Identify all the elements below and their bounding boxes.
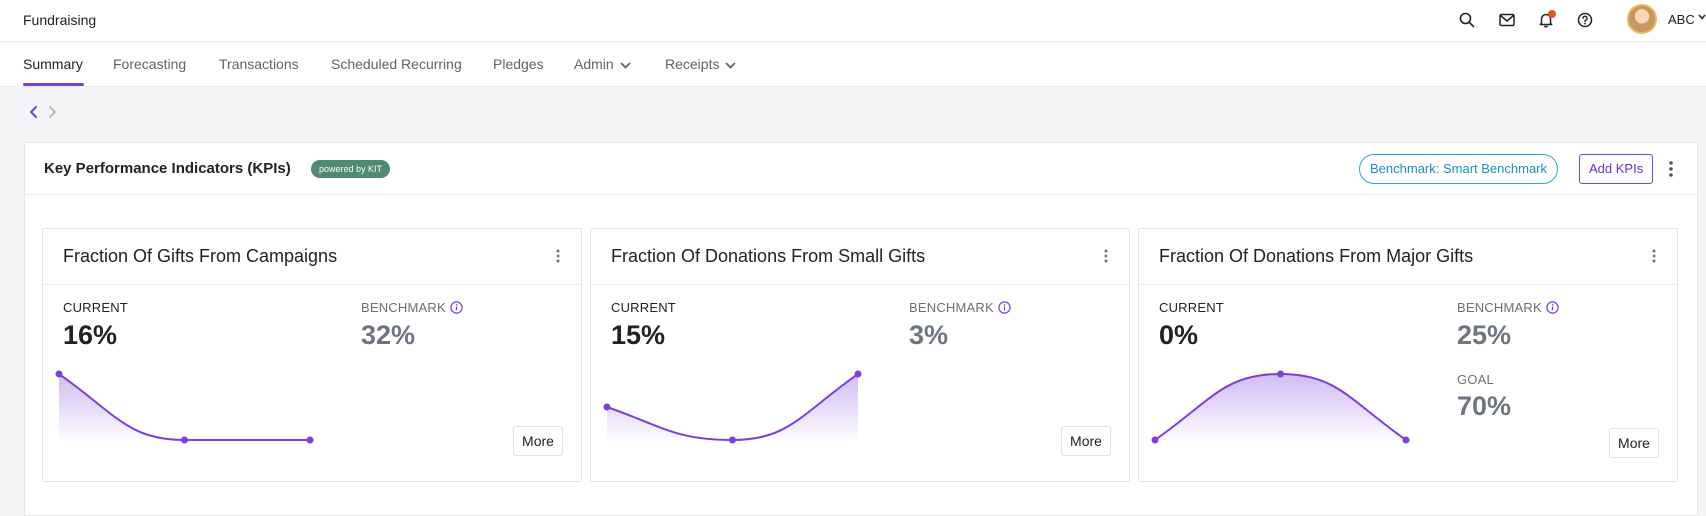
sparkline-area (607, 374, 858, 440)
goal-label: GOAL (1457, 372, 1494, 387)
chevron-left-icon[interactable] (26, 104, 42, 120)
chevron-down-icon (725, 62, 737, 69)
top-bar: Fundraising ABC (0, 0, 1706, 42)
benchmark-label: BENCHMARK (361, 300, 463, 315)
current-value: 15% (611, 320, 666, 350)
tab-receipts[interactable]: Receipts (665, 56, 737, 72)
kebab-menu-icon[interactable] (553, 247, 563, 265)
benchmark-label-text: BENCHMARK (361, 300, 446, 315)
bell-icon[interactable] (1535, 9, 1557, 31)
kpi-card-major-gifts: Fraction Of Donations From Major Gifts C… (1138, 228, 1678, 482)
sparkline-point[interactable] (1277, 370, 1284, 378)
more-button[interactable]: More (1061, 426, 1111, 456)
kpi-panel: Key Performance Indicators (KPIs) powere… (24, 142, 1698, 516)
more-button[interactable]: More (513, 426, 563, 456)
current-label: CURRENT (63, 300, 128, 315)
goal-value: 70% (1457, 391, 1512, 421)
tab-scheduled-recurring[interactable]: Scheduled Recurring (331, 56, 462, 72)
sparkline-area (1155, 374, 1406, 440)
sparkline-point[interactable] (603, 403, 611, 411)
kpi-card-small-gifts: Fraction Of Donations From Small Gifts C… (590, 228, 1130, 482)
sparkline-point[interactable] (55, 370, 63, 378)
tab-admin[interactable]: Admin (574, 56, 631, 72)
help-icon[interactable] (1574, 9, 1596, 31)
info-icon[interactable] (998, 301, 1011, 314)
benchmark-button[interactable]: Benchmark: Smart Benchmark (1359, 154, 1559, 184)
current-value: 16% (63, 320, 118, 350)
benchmark-value: 3% (909, 320, 949, 350)
tab-pledges[interactable]: Pledges (493, 56, 544, 72)
sparkline-point[interactable] (854, 370, 862, 378)
tab-admin-label: Admin (574, 56, 614, 72)
benchmark-value: 32% (361, 320, 416, 350)
kpi-card-header: Fraction Of Donations From Major Gifts (1139, 229, 1677, 285)
avatar[interactable] (1627, 4, 1657, 34)
benchmark-value: 25% (1457, 320, 1512, 350)
kpi-card-campaign-gifts: Fraction Of Gifts From Campaigns CURRENT… (42, 228, 582, 482)
sparkline-point[interactable] (1402, 436, 1410, 444)
sparkline-point[interactable] (1151, 436, 1159, 444)
benchmark-label: BENCHMARK (909, 300, 1011, 315)
kebab-menu-icon[interactable] (1665, 159, 1677, 179)
notification-dot (1548, 10, 1556, 18)
sparkline-point[interactable] (181, 436, 188, 444)
more-button[interactable]: More (1609, 428, 1659, 458)
search-icon[interactable] (1456, 9, 1478, 31)
app-title: Fundraising (23, 12, 97, 28)
add-kpis-button[interactable]: Add KPIs (1579, 154, 1654, 184)
active-tab-indicator (23, 83, 84, 86)
kebab-menu-icon[interactable] (1101, 247, 1111, 265)
top-icons (0, 9, 1706, 33)
current-label: CURRENT (611, 300, 676, 315)
tab-summary[interactable]: Summary (23, 56, 83, 72)
tab-receipts-label: Receipts (665, 56, 720, 72)
sparkline-point[interactable] (306, 436, 314, 444)
main-tabs: Summary Forecasting Transactions Schedul… (0, 43, 1706, 87)
benchmark-label: BENCHMARK (1457, 300, 1559, 315)
chevron-right-icon[interactable] (44, 104, 60, 120)
trend-sparkline (1151, 370, 1410, 444)
current-value: 0% (1159, 320, 1199, 350)
tab-forecasting[interactable]: Forecasting (113, 56, 187, 72)
chevron-down-icon[interactable] (1698, 14, 1706, 20)
kpi-panel-header: Key Performance Indicators (KPIs) powere… (25, 143, 1697, 195)
kpi-card-title: Fraction Of Gifts From Campaigns (63, 246, 338, 266)
tab-transactions[interactable]: Transactions (219, 56, 299, 72)
kpi-panel-title: Key Performance Indicators (KPIs) (44, 160, 291, 177)
mail-icon[interactable] (1496, 9, 1518, 31)
benchmark-label-text: BENCHMARK (1457, 300, 1542, 315)
chevron-down-icon (620, 62, 631, 69)
trend-sparkline (603, 370, 862, 444)
kebab-menu-icon[interactable] (1649, 247, 1659, 265)
powered-by-badge: powered by KIT (311, 160, 391, 178)
sparkline-area (59, 374, 310, 440)
kpi-card-title: Fraction Of Donations From Small Gifts (611, 246, 926, 266)
trend-sparkline (55, 370, 314, 444)
benchmark-label-text: BENCHMARK (909, 300, 994, 315)
sparkline-point[interactable] (729, 436, 736, 444)
info-icon[interactable] (1546, 301, 1559, 314)
info-icon[interactable] (450, 301, 463, 314)
kpi-card-title: Fraction Of Donations From Major Gifts (1159, 246, 1474, 266)
user-menu-label[interactable]: ABC (1668, 12, 1695, 27)
kpi-card-header: Fraction Of Gifts From Campaigns (43, 229, 581, 285)
kpi-card-header: Fraction Of Donations From Small Gifts (591, 229, 1129, 285)
current-label: CURRENT (1159, 300, 1224, 315)
